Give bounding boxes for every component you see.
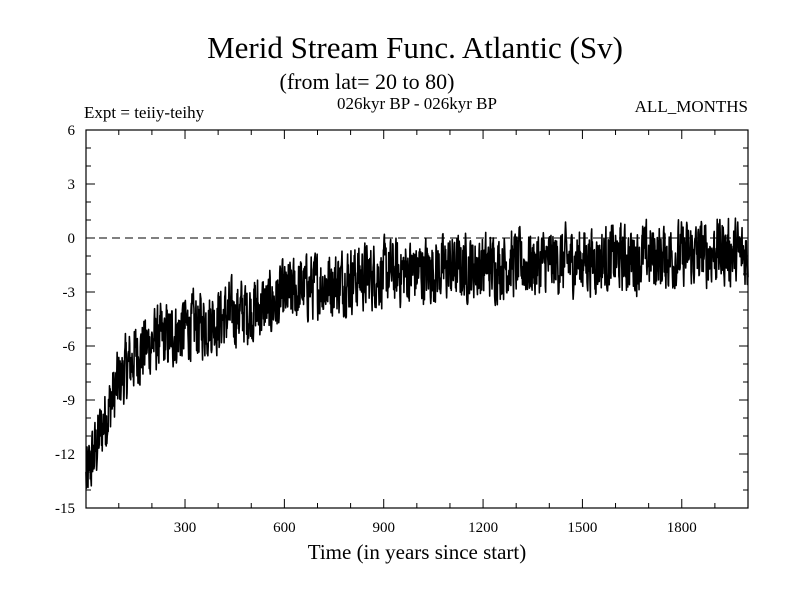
y-tick-label: -6 xyxy=(63,339,76,355)
y-tick-label: -15 xyxy=(55,501,75,517)
months-label: ALL_MONTHS xyxy=(635,97,748,116)
x-tick-label: 1800 xyxy=(667,520,697,536)
x-tick-label: 300 xyxy=(174,520,197,536)
y-tick-label: 6 xyxy=(68,123,76,139)
x-tick-label: 1200 xyxy=(468,520,498,536)
period-label: 026kyr BP - 026kyr BP xyxy=(337,94,497,113)
y-tick-label: 3 xyxy=(68,177,76,193)
y-tick-label: -12 xyxy=(55,447,75,463)
x-axis-label: Time (in years since start) xyxy=(308,540,527,564)
series-line xyxy=(85,217,749,489)
x-tick-label: 1500 xyxy=(567,520,597,536)
y-tick-label: -9 xyxy=(63,393,76,409)
x-tick-label: 900 xyxy=(372,520,395,536)
y-tick-label: 0 xyxy=(68,231,76,247)
chart-title: Merid Stream Func. Atlantic (Sv) xyxy=(207,30,623,65)
x-tick-label: 600 xyxy=(273,520,296,536)
y-tick-label: -3 xyxy=(63,285,76,301)
plot-area: -15 -12 -9 -6 -3 0 3 6 300 600 900 1200 1500 1800 xyxy=(55,123,749,536)
plot-frame xyxy=(85,129,749,509)
chart-subtitle: (from lat= 20 to 80) xyxy=(280,69,455,94)
expt-label: Expt = teiiy-teihy xyxy=(84,103,205,122)
